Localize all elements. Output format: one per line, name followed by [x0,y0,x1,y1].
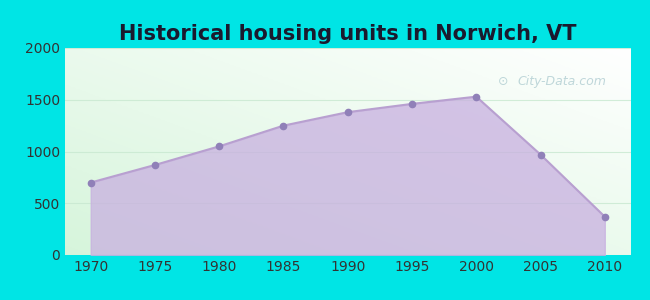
Text: City-Data.com: City-Data.com [517,75,606,88]
Text: ⊙: ⊙ [498,75,508,88]
Title: Historical housing units in Norwich, VT: Historical housing units in Norwich, VT [119,24,577,44]
